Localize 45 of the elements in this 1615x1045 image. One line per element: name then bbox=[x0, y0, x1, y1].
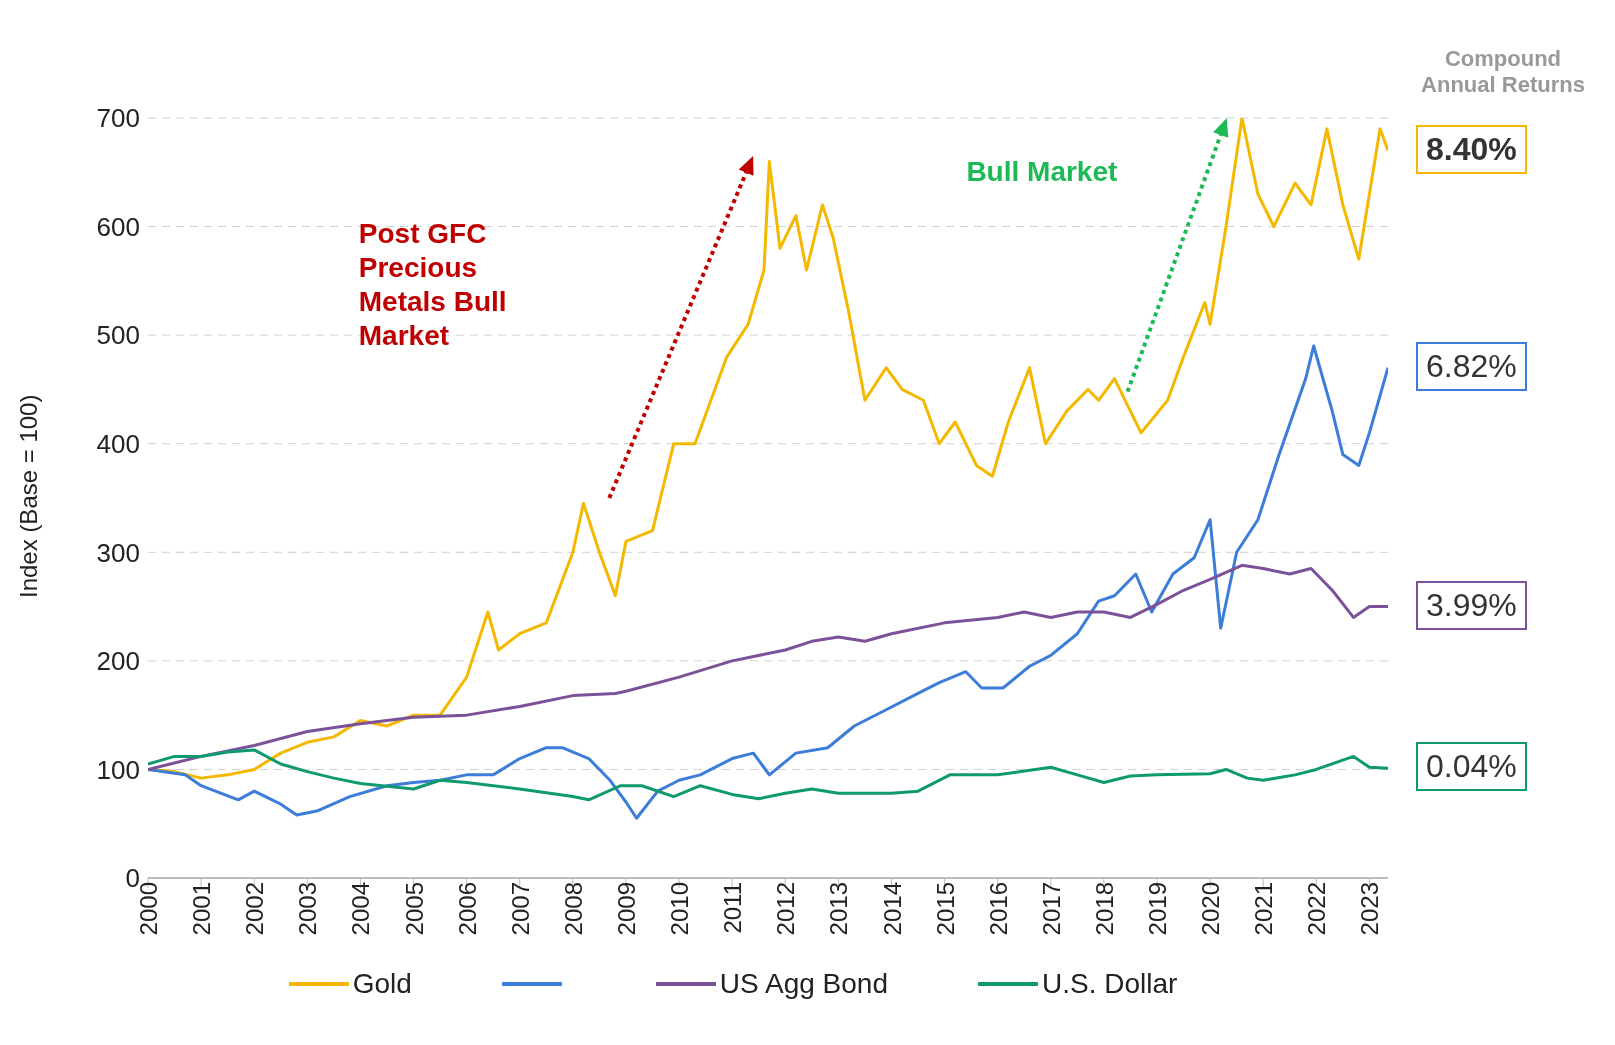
y-tick-label: 700 bbox=[96, 103, 140, 134]
x-tick-label: 2017 bbox=[1037, 882, 1065, 936]
x-tick-label: 2022 bbox=[1303, 882, 1331, 936]
x-tick-label: 2002 bbox=[241, 882, 269, 936]
y-tick-label: 100 bbox=[96, 754, 140, 785]
x-tick-label: 2021 bbox=[1250, 882, 1278, 936]
x-tick-label: 2006 bbox=[453, 882, 481, 936]
text: 3.99% bbox=[1416, 580, 1527, 630]
line-series bbox=[148, 748, 1388, 802]
line-series bbox=[148, 563, 1388, 771]
x-tick-label: 2019 bbox=[1144, 882, 1172, 936]
x-tick-label: 2009 bbox=[612, 882, 640, 936]
legend-label: U.S. Dollar bbox=[1040, 968, 1178, 1000]
x-tick-label: 2011 bbox=[719, 882, 747, 934]
y-tick-label: 200 bbox=[96, 646, 140, 677]
y-axis-title: Index (Base = 100) bbox=[14, 394, 42, 598]
x-tick-label: 2008 bbox=[559, 882, 587, 936]
x-tick-label: 2005 bbox=[400, 882, 428, 936]
y-tick-label: 400 bbox=[96, 428, 140, 459]
x-tick-label: 2016 bbox=[984, 882, 1012, 936]
x-tick-label: 2013 bbox=[825, 882, 853, 936]
annotation: Bull Market bbox=[966, 156, 1118, 188]
x-tick-label: 2015 bbox=[931, 882, 959, 936]
y-tick-label: 600 bbox=[96, 211, 140, 242]
annotation: Post GFC Precious Metals Bull Market bbox=[358, 216, 508, 353]
text: 0.04% bbox=[1416, 742, 1527, 792]
y-tick-label: 300 bbox=[96, 537, 140, 568]
x-tick-label: 2018 bbox=[1090, 882, 1118, 936]
text: Compound Annual Returns bbox=[1420, 46, 1586, 98]
x-tick-label: 2023 bbox=[1356, 882, 1384, 936]
y-tick-label: 500 bbox=[96, 320, 140, 351]
line-series bbox=[148, 344, 1388, 820]
x-tick-label: 2014 bbox=[878, 882, 906, 936]
y-tick-label: 0 bbox=[125, 863, 140, 894]
x-tick-label: 2010 bbox=[666, 882, 694, 936]
text: 8.40% bbox=[1416, 124, 1527, 174]
x-tick-label: 2003 bbox=[294, 882, 322, 936]
x-tick-label: 2001 bbox=[188, 882, 216, 936]
x-tick-label: 2007 bbox=[506, 882, 534, 936]
legend-label: US Agg Bond bbox=[718, 968, 888, 1000]
x-tick-label: 2020 bbox=[1197, 882, 1225, 936]
legend-label: Gold bbox=[351, 968, 412, 1000]
x-tick-label: 2012 bbox=[772, 882, 800, 936]
x-tick-label: 2004 bbox=[347, 882, 375, 936]
text: 6.82% bbox=[1416, 341, 1527, 391]
